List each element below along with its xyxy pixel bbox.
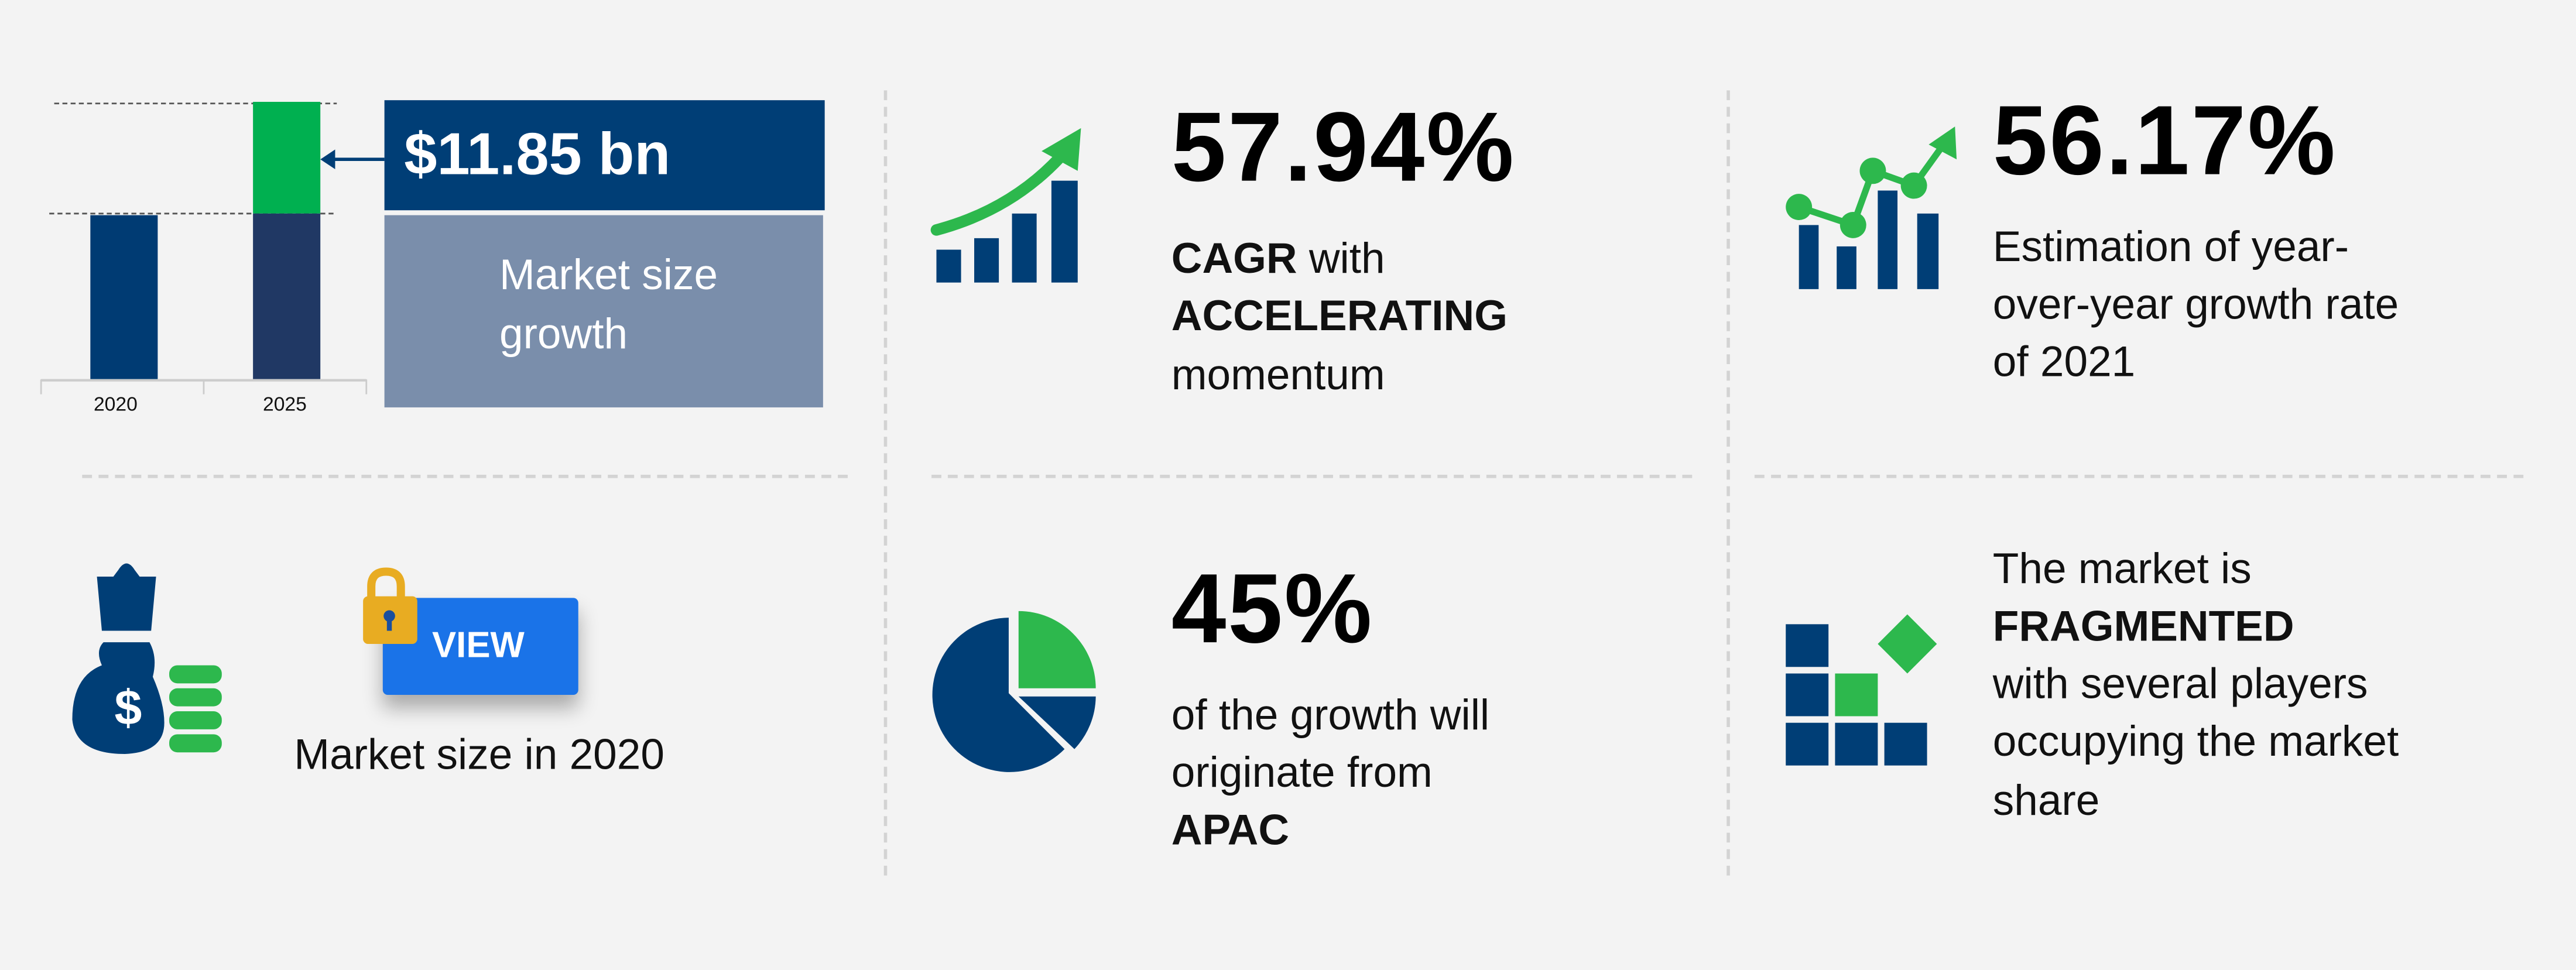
yoy-value: 56.17% xyxy=(1992,85,2337,196)
yoy-line3: of 2021 xyxy=(1992,337,2136,386)
growth-value-box: $11.85 bn xyxy=(384,100,825,211)
fragmented-line3: with several players xyxy=(1992,659,2368,708)
growth-chart-icon xyxy=(930,128,1081,283)
horizontal-divider xyxy=(82,474,848,478)
bar-2025-base xyxy=(253,213,321,380)
fragmented-line4: occupying the market xyxy=(1992,716,2399,766)
vertical-divider xyxy=(883,90,888,876)
cagr-with: with xyxy=(1297,233,1385,283)
fragmented-line5: share xyxy=(1992,775,2100,825)
trend-chart-icon xyxy=(1786,126,1957,289)
axis-label-2025: 2025 xyxy=(262,392,307,416)
growth-caption-line2: growth xyxy=(499,309,628,358)
cagr-line3: momentum xyxy=(1171,349,1385,399)
market-size-caption: Market size in 2020 xyxy=(294,729,664,779)
pie-chart-icon xyxy=(932,611,1096,772)
yoy-line1: Estimation of year- xyxy=(1992,221,2349,272)
bar-2025-growth xyxy=(253,101,321,214)
region-value: 45% xyxy=(1171,553,1374,664)
region-line2: originate from xyxy=(1171,747,1433,797)
cagr-line2: ACCELERATING xyxy=(1171,290,1508,340)
fragmented-line1: The market is xyxy=(1992,543,2252,594)
region-line1: of the growth will xyxy=(1171,690,1490,739)
money-bag-icon: $ xyxy=(72,563,222,754)
growth-value: $11.85 bn xyxy=(404,119,671,187)
arrow-left-icon xyxy=(320,149,335,170)
horizontal-divider xyxy=(1754,474,2524,478)
fragmented-label: FRAGMENTED xyxy=(1992,601,2294,651)
view-button-label: VIEW xyxy=(432,624,525,666)
horizontal-divider xyxy=(931,474,1693,478)
growth-caption-line1: Market size xyxy=(499,249,718,299)
axis-label-2020: 2020 xyxy=(93,392,138,416)
growth-caption-box: Market size growth xyxy=(384,215,823,407)
bar-2020 xyxy=(90,215,158,380)
region-name: APAC xyxy=(1171,804,1290,855)
mini-bar-chart xyxy=(40,101,385,395)
yoy-line2: over-year growth rate xyxy=(1992,279,2399,329)
svg-text:$: $ xyxy=(114,680,142,735)
cagr-label: CAGR xyxy=(1171,233,1297,283)
blocks-icon xyxy=(1786,614,1937,766)
cagr-value: 57.94% xyxy=(1171,92,1516,203)
vertical-divider xyxy=(1727,90,1730,876)
cagr-line1: CAGR with xyxy=(1171,230,1385,287)
lock-icon xyxy=(363,567,417,644)
